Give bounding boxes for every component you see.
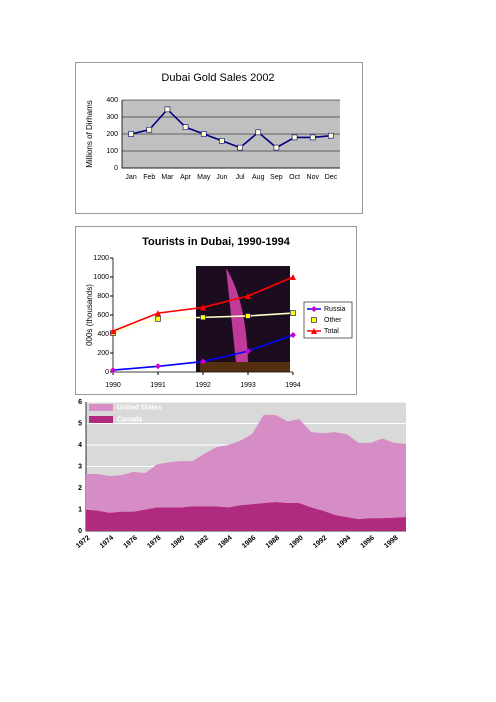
data-marker — [200, 314, 206, 321]
y-tick-label: 3 — [78, 463, 82, 470]
background-photo — [200, 362, 290, 372]
y-axis-label: 000s (thousands) — [85, 284, 94, 346]
x-tick-label: Jan — [125, 174, 136, 181]
x-tick-label: 1980 — [170, 535, 187, 550]
axes — [121, 100, 340, 169]
data-marker — [110, 328, 116, 335]
data-marker — [155, 310, 161, 317]
data-marker — [328, 132, 334, 139]
data-marker — [146, 126, 153, 133]
x-tick-label: Apr — [180, 174, 192, 181]
x-tick-label: 1986 — [241, 535, 258, 550]
x-tick-label: May — [197, 174, 211, 181]
y-tick-label: 200 — [97, 350, 109, 357]
x-tick-label: Aug — [252, 174, 265, 181]
data-marker — [245, 313, 251, 319]
x-tick-label: 1996 — [359, 535, 376, 550]
y-tick-label: 1200 — [93, 255, 109, 262]
legend-label: Russia — [324, 306, 346, 313]
x-tick-label: 1974 — [99, 535, 116, 550]
x-tick-label: 1982 — [194, 535, 211, 550]
y-tick-label: 5 — [78, 420, 82, 427]
data-marker — [290, 274, 296, 280]
data-marker — [128, 131, 134, 137]
x-tick-label: Jun — [216, 174, 227, 181]
y-tick-label: 600 — [97, 312, 109, 319]
x-tick-label: Sep — [270, 174, 283, 181]
y-tick-label: 0 — [114, 165, 118, 172]
data-marker — [290, 331, 296, 338]
chart-title: Dubai Gold Sales 2002 — [161, 72, 274, 84]
legend-label: Canada — [117, 416, 142, 423]
y-tick-label: 6 — [78, 399, 82, 406]
y-tick-label: 100 — [106, 148, 118, 155]
y-tick-label: 800 — [97, 293, 109, 300]
data-line — [130, 108, 331, 149]
x-tick-label: 1990 — [105, 382, 121, 389]
data-marker — [182, 124, 189, 130]
x-tick-label: 1984 — [217, 535, 234, 550]
x-tick-label: 1978 — [146, 535, 163, 550]
data-marker — [273, 144, 280, 151]
data-marker — [237, 144, 243, 151]
y-tick-label: 400 — [106, 97, 118, 104]
y-tick-label: 4 — [78, 442, 82, 449]
x-tick-label: 1992 — [195, 382, 211, 389]
y-tick-label: 0 — [78, 528, 82, 535]
x-tick-label: Feb — [143, 174, 155, 181]
data-marker — [245, 293, 251, 299]
y-axis-label: Millions of Dirhams — [85, 100, 94, 168]
data-marker — [200, 304, 206, 311]
data-area — [86, 414, 406, 520]
data-marker — [291, 134, 298, 141]
y-tick-label: 200 — [106, 131, 118, 138]
x-tick-label: 1990 — [288, 535, 305, 550]
legend-marker — [311, 306, 317, 312]
legend-marker — [311, 317, 317, 323]
legend-label: United States — [117, 404, 162, 411]
legend-label: Total — [324, 328, 339, 335]
data-marker — [219, 138, 225, 144]
data-marker — [245, 348, 251, 355]
y-tick-label: 1000 — [93, 274, 109, 281]
x-tick-label: Oct — [289, 174, 300, 181]
data-marker — [309, 134, 316, 141]
data-marker — [290, 310, 296, 316]
data-marker — [200, 131, 207, 137]
x-tick-label: 1976 — [122, 535, 139, 550]
x-tick-label: Dec — [325, 174, 338, 181]
data-area — [86, 501, 406, 531]
chart-title: Tourists in Dubai, 1990-1994 — [142, 236, 291, 248]
x-tick-label: 1994 — [336, 535, 353, 550]
legend-swatch — [89, 404, 113, 411]
y-tick-label: 2 — [78, 485, 82, 492]
data-marker — [164, 106, 171, 113]
x-tick-label: 1994 — [285, 382, 301, 389]
data-marker — [200, 358, 206, 365]
legend-swatch — [89, 416, 113, 423]
y-tick-label: 400 — [97, 331, 109, 338]
y-tick-label: 0 — [105, 369, 109, 376]
x-tick-label: 1972 — [75, 535, 92, 550]
x-tick-label: Jul — [236, 174, 245, 181]
legend-label: Other — [324, 317, 342, 324]
x-tick-label: 1993 — [240, 382, 256, 389]
y-tick-label: 300 — [106, 114, 118, 121]
y-tick-label: 1 — [78, 506, 82, 513]
background-photo — [226, 268, 248, 362]
x-tick-label: 1991 — [150, 382, 166, 389]
x-tick-label: 1988 — [265, 535, 282, 550]
x-tick-label: 1992 — [312, 535, 329, 550]
x-tick-label: 1998 — [383, 535, 400, 550]
data-marker — [155, 363, 161, 370]
data-marker — [255, 129, 262, 136]
x-tick-label: Nov — [307, 174, 320, 181]
legend-marker — [311, 328, 317, 334]
data-marker — [110, 367, 116, 374]
x-tick-label: Mar — [161, 174, 174, 181]
data-marker — [155, 315, 161, 322]
